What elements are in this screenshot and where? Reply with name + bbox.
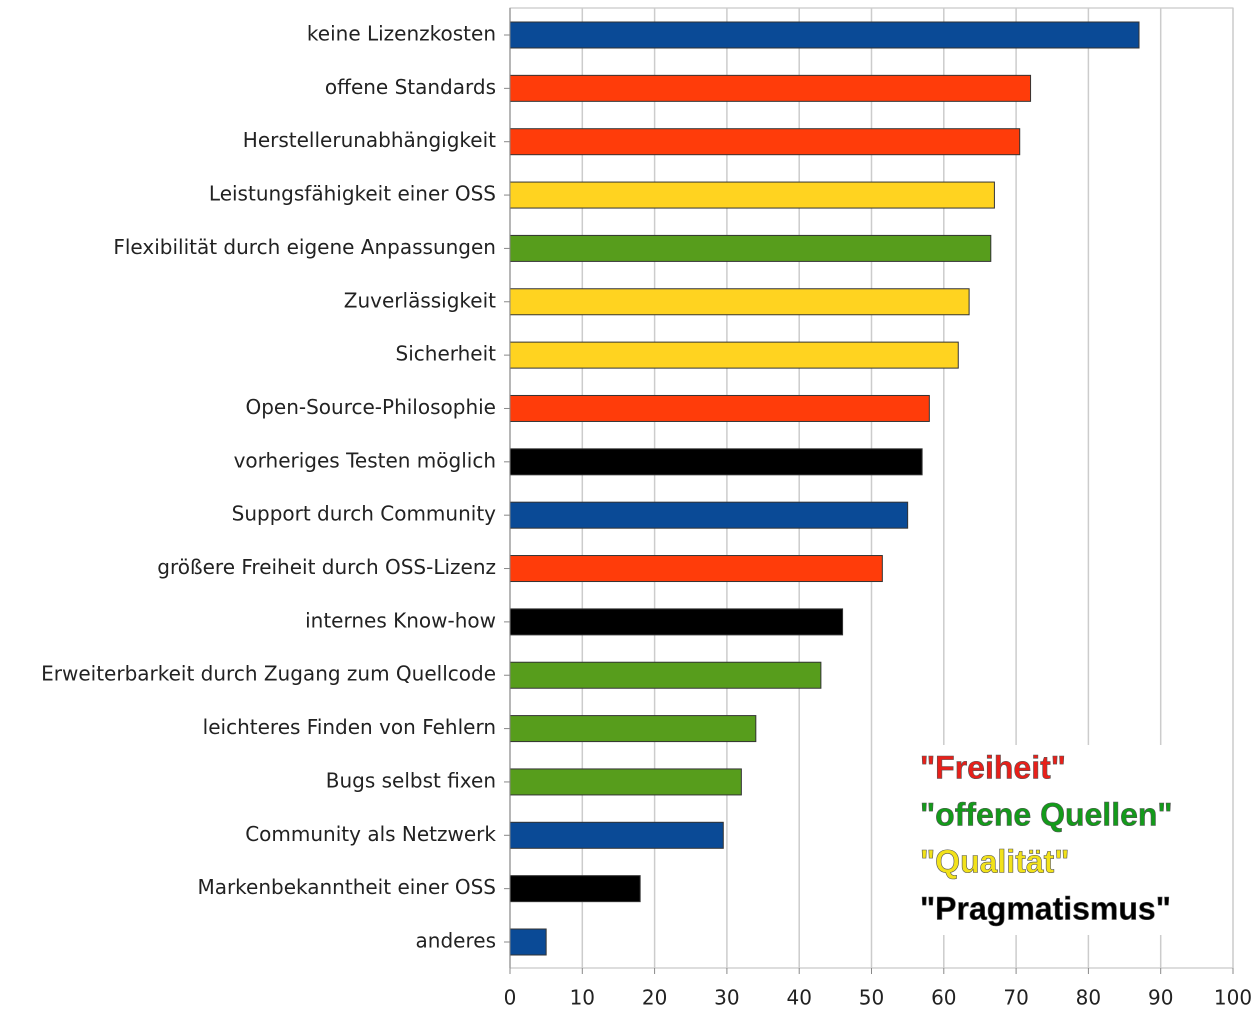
bar <box>509 181 995 209</box>
bar <box>509 715 757 743</box>
x-tick-label: 0 <box>504 986 517 1010</box>
y-tick-label: Zuverlässigkeit <box>344 288 496 312</box>
y-tick-label: Support durch Community <box>232 502 497 526</box>
legend-label: "offene Quellen" <box>920 796 1173 832</box>
bar <box>509 768 742 796</box>
x-tick-label: 40 <box>786 986 811 1010</box>
legend-box <box>905 745 1225 935</box>
y-tick-label: größere Freiheit durch OSS-Lizenz <box>157 555 496 579</box>
x-tick-label: 60 <box>931 986 956 1010</box>
y-tick-label: Sicherheit <box>396 342 497 366</box>
y-tick-label: anderes <box>416 929 496 953</box>
bar <box>509 821 724 849</box>
bar <box>509 928 547 956</box>
x-tick-label: 30 <box>714 986 739 1010</box>
bar <box>509 74 1032 102</box>
y-tick-label: keine Lizenzkosten <box>307 22 496 46</box>
bar <box>509 501 909 529</box>
y-tick-label: Leistungsfähigkeit einer OSS <box>209 182 496 206</box>
y-tick-label: offene Standards <box>325 75 496 99</box>
bar <box>509 875 641 903</box>
bar <box>509 288 970 316</box>
bar <box>509 555 883 583</box>
bar <box>509 128 1021 156</box>
legend-label: "Pragmatismus" <box>920 890 1171 926</box>
bar <box>509 341 959 369</box>
legend-label: "Qualität" <box>920 843 1069 879</box>
y-tick-label: Bugs selbst fixen <box>326 768 496 792</box>
bar <box>509 608 844 636</box>
y-tick-label: Community als Netzwerk <box>245 822 496 846</box>
y-tick-label: Erweiterbarkeit durch Zugang zum Quellco… <box>41 662 496 686</box>
bar <box>509 394 930 422</box>
x-tick-label: 10 <box>570 986 595 1010</box>
y-tick-label: Open-Source-Philosophie <box>245 395 496 419</box>
x-tick-label: 90 <box>1148 986 1173 1010</box>
y-tick-label: Markenbekanntheit einer OSS <box>197 875 496 899</box>
x-tick-label: 20 <box>642 986 667 1010</box>
y-tick-label: Flexibilität durch eigene Anpassungen <box>113 235 496 259</box>
x-tick-label: 80 <box>1076 986 1101 1010</box>
y-tick-label: Herstellerunabhängigkeit <box>243 128 496 152</box>
bar <box>509 448 923 476</box>
x-tick-label: 100 <box>1214 986 1252 1010</box>
x-tick-label: 70 <box>1003 986 1028 1010</box>
y-tick-label: leichteres Finden von Fehlern <box>203 715 496 739</box>
y-tick-label: vorheriges Testen möglich <box>234 448 496 472</box>
y-tick-label: internes Know-how <box>305 608 496 632</box>
bar <box>509 234 992 262</box>
bar <box>509 21 1140 49</box>
bar <box>509 661 822 689</box>
x-tick-label: 50 <box>859 986 884 1010</box>
legend-label: "Freiheit" <box>920 749 1066 785</box>
